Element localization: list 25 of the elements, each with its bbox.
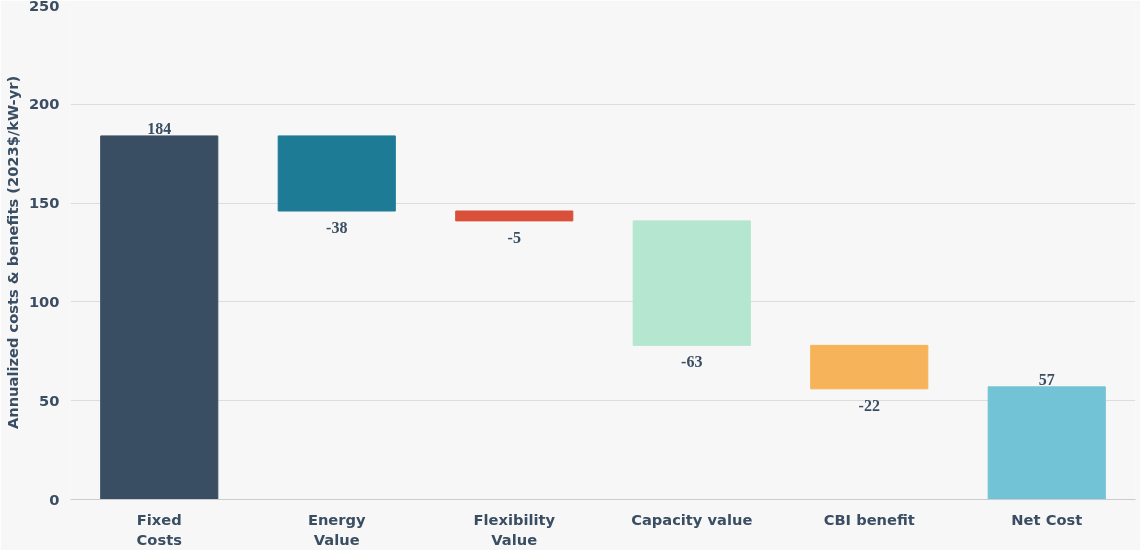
bar [987, 386, 1106, 500]
y-axis-title: Annualized costs & benefits (2023$/kW-yr) [3, 75, 21, 430]
y-tick-label: 100 [28, 292, 60, 310]
y-tick-label: 0 [49, 490, 60, 508]
bar [632, 220, 751, 346]
data-label: -63 [681, 353, 703, 371]
x-tick-label: CBI benefit [823, 510, 915, 528]
data-label: -22 [858, 396, 880, 414]
x-tick-label: Capacity value [631, 510, 753, 528]
bar [277, 135, 396, 212]
bar [810, 344, 929, 390]
x-tick-label: Flexibility Value [473, 510, 556, 548]
data-label: -38 [326, 219, 348, 236]
x-tick-label: Energy Value [307, 510, 367, 548]
bar [455, 210, 574, 222]
bar [100, 135, 219, 500]
data-label: 57 [1038, 370, 1055, 388]
y-tick-label: 250 [28, 0, 60, 14]
y-tick-label: 200 [28, 95, 60, 113]
data-label: -5 [507, 228, 521, 246]
x-tick-label: Net Cost [1011, 510, 1083, 528]
x-tick-label: Fixed Costs [136, 510, 183, 548]
data-label: 184 [147, 119, 172, 137]
y-tick-label: 150 [28, 194, 60, 212]
y-tick-label: 50 [39, 391, 60, 409]
